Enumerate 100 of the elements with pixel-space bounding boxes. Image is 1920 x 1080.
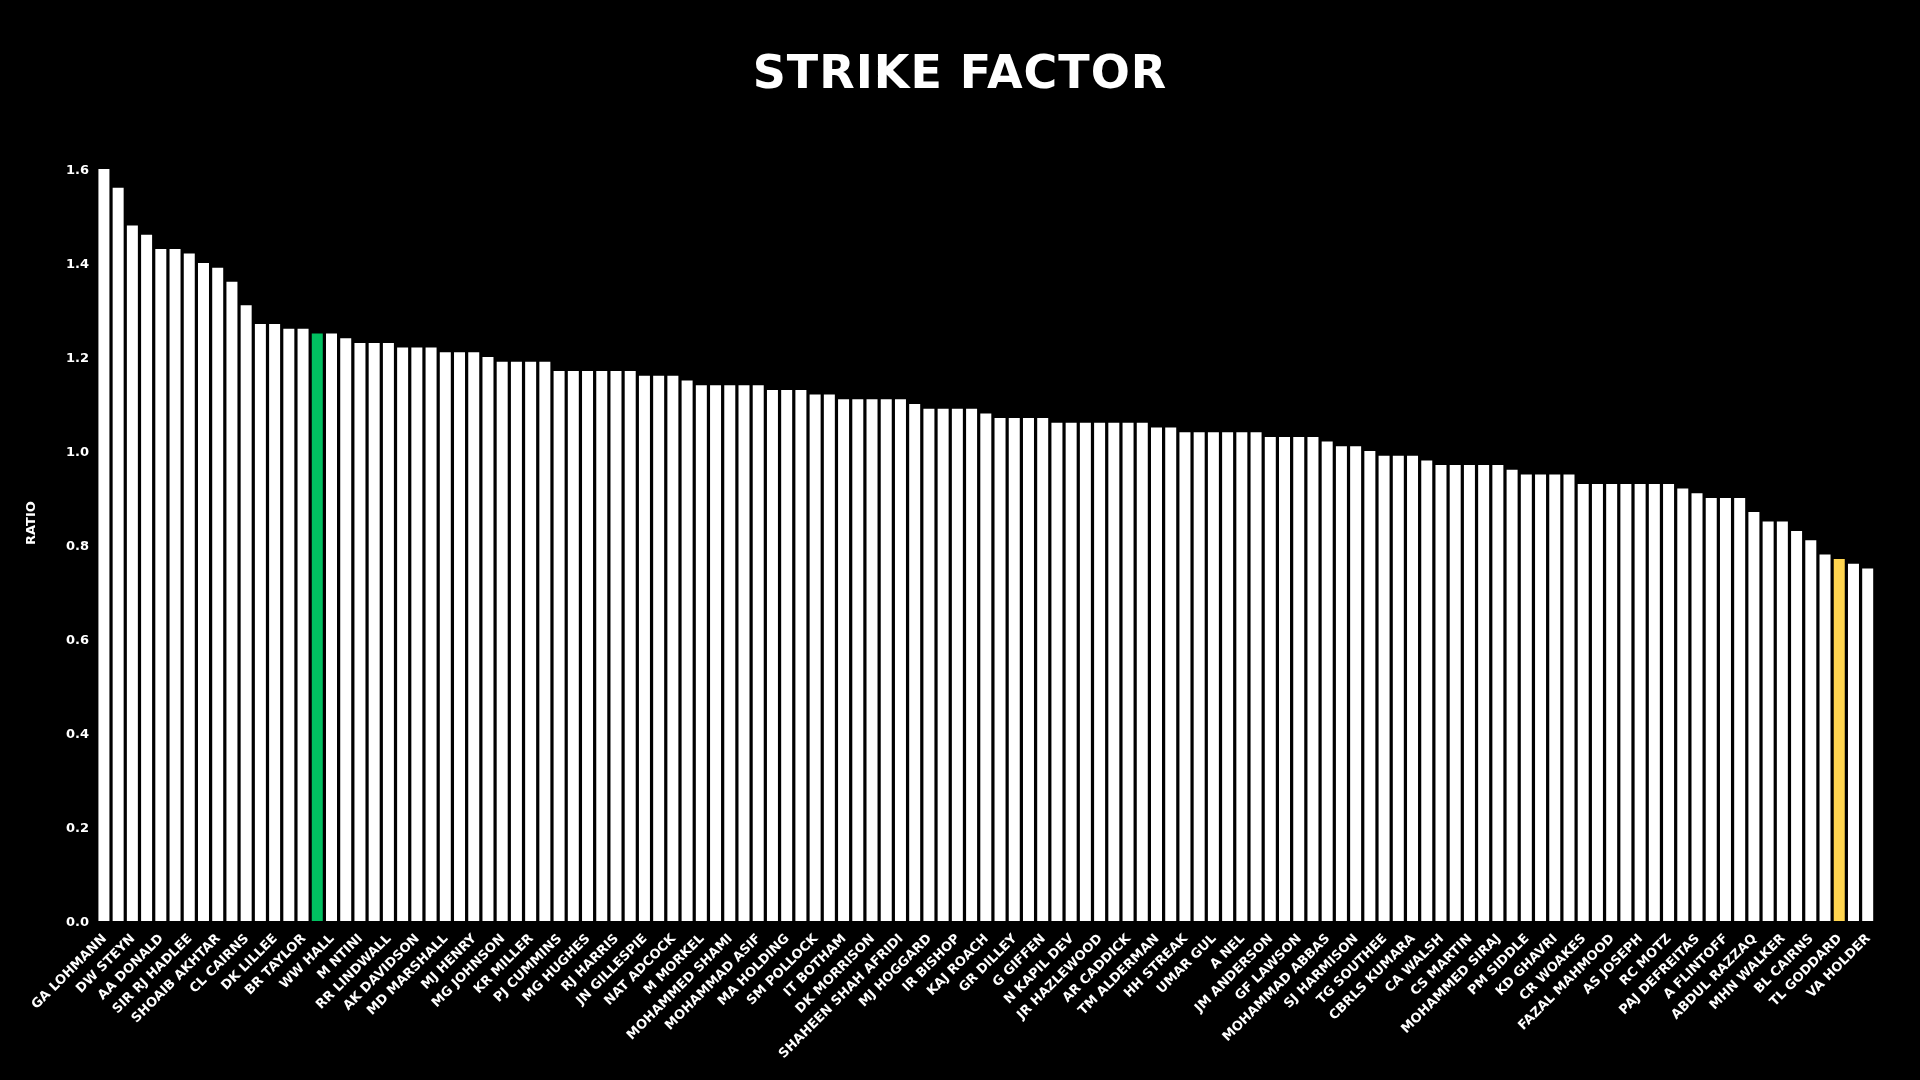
bar xyxy=(254,324,266,921)
bar xyxy=(1748,512,1760,921)
bar xyxy=(923,408,935,921)
bar xyxy=(1591,483,1603,921)
bar xyxy=(183,253,195,921)
bar xyxy=(809,394,821,921)
bar xyxy=(1549,474,1561,921)
bar xyxy=(1791,530,1803,921)
bar xyxy=(781,389,793,921)
bar xyxy=(169,248,181,921)
bar xyxy=(1179,432,1191,921)
bar xyxy=(1705,498,1717,921)
bar xyxy=(1648,483,1660,921)
bar xyxy=(1506,469,1518,921)
bar xyxy=(1463,465,1475,921)
bar xyxy=(1392,455,1404,921)
bar xyxy=(112,187,124,921)
bar xyxy=(695,385,707,921)
bar xyxy=(1535,474,1547,921)
y-tick-label: 1.0 xyxy=(65,443,89,459)
bar xyxy=(496,361,508,921)
bar xyxy=(909,404,921,921)
y-tick-label: 1.4 xyxy=(65,255,89,271)
bar xyxy=(283,328,295,921)
bar xyxy=(141,234,153,921)
bar xyxy=(951,408,963,921)
bar xyxy=(1264,436,1276,921)
y-tick-label: 1.2 xyxy=(65,349,89,365)
bar xyxy=(1805,540,1817,921)
bar xyxy=(326,333,338,921)
bar xyxy=(1250,432,1262,921)
bar xyxy=(838,399,850,921)
bar xyxy=(311,333,323,921)
bar xyxy=(795,389,807,921)
bar xyxy=(1776,521,1788,921)
bar xyxy=(994,418,1006,921)
bar xyxy=(1691,493,1703,921)
bar xyxy=(681,380,693,921)
bar xyxy=(1108,422,1120,921)
bar xyxy=(724,385,736,921)
bar xyxy=(1833,559,1845,921)
bar xyxy=(297,328,309,921)
bar xyxy=(866,399,878,921)
bar xyxy=(553,371,565,921)
bar xyxy=(212,267,224,921)
bar xyxy=(766,389,778,921)
bar xyxy=(368,342,380,921)
bar xyxy=(1634,483,1646,921)
bar xyxy=(1677,488,1689,921)
bar xyxy=(1862,568,1874,921)
bar xyxy=(1207,432,1219,921)
bar xyxy=(710,385,722,921)
bar xyxy=(852,399,864,921)
bar xyxy=(1407,455,1419,921)
bar xyxy=(226,281,238,921)
bar xyxy=(624,371,636,921)
y-tick-label: 0.4 xyxy=(65,725,89,741)
bar xyxy=(1065,422,1077,921)
bar xyxy=(1236,432,1248,921)
bar xyxy=(1222,432,1234,921)
bar xyxy=(197,263,209,921)
bar xyxy=(539,361,551,921)
bar xyxy=(397,347,409,921)
bar xyxy=(382,342,394,921)
bar xyxy=(1279,436,1291,921)
bar xyxy=(1421,460,1433,921)
y-axis-title: RATIO xyxy=(22,501,38,545)
bar xyxy=(1762,521,1774,921)
bar xyxy=(1350,446,1362,921)
bar xyxy=(1819,554,1831,921)
bar xyxy=(752,385,764,921)
bar xyxy=(1136,422,1148,921)
bar xyxy=(1008,418,1020,921)
bar xyxy=(1449,465,1461,921)
bar xyxy=(1492,465,1504,921)
y-tick-label: 0.6 xyxy=(65,631,89,647)
bar xyxy=(425,347,437,921)
bar xyxy=(1577,483,1589,921)
bar xyxy=(340,338,352,921)
bar xyxy=(1079,422,1091,921)
bar xyxy=(1478,465,1490,921)
y-tick-label: 0.0 xyxy=(65,913,89,929)
bar xyxy=(510,361,522,921)
bar xyxy=(1335,446,1347,921)
bar xyxy=(1364,451,1376,921)
y-tick-label: 0.8 xyxy=(65,537,89,553)
bar xyxy=(1193,432,1205,921)
bar xyxy=(1122,422,1134,921)
bar xyxy=(269,324,281,921)
bar xyxy=(482,357,494,921)
bar xyxy=(894,399,906,921)
bar xyxy=(582,371,594,921)
bar xyxy=(1563,474,1575,921)
bar xyxy=(610,371,622,921)
bar xyxy=(1151,427,1162,921)
bar xyxy=(1051,422,1063,921)
bar xyxy=(937,408,949,921)
bar xyxy=(1094,422,1106,921)
bar xyxy=(966,408,978,921)
bar xyxy=(1663,483,1675,921)
